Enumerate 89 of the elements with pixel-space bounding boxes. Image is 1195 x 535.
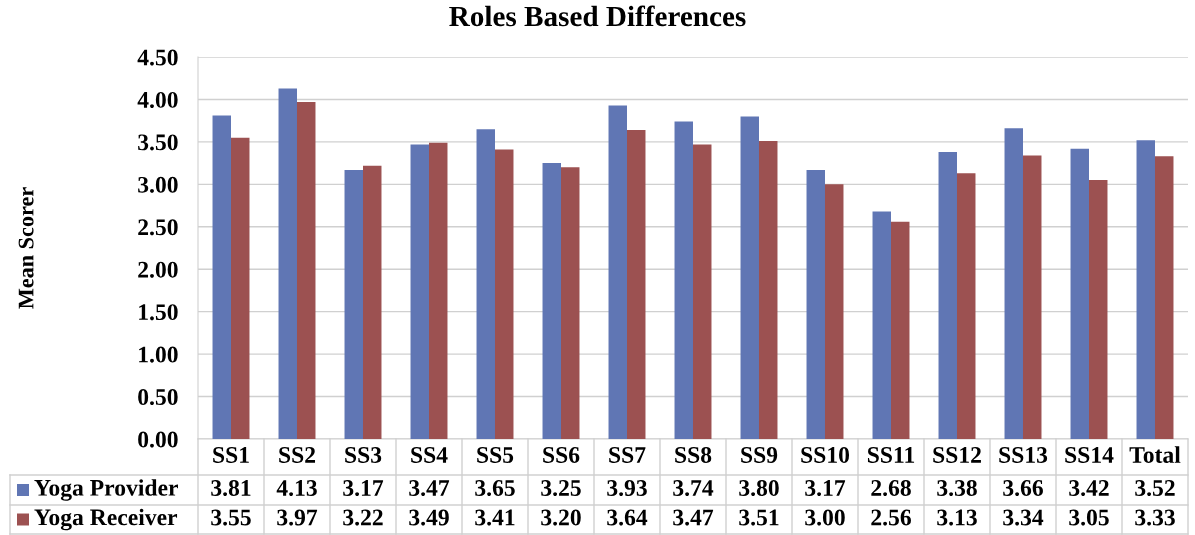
bar [429,142,448,439]
x-tick-label: SS1 [213,447,249,463]
data-label: 3.17 [805,480,846,497]
data-label: 4.13 [276,480,317,497]
bar [1089,180,1108,439]
bar [1004,128,1023,439]
x-tick-label: SS7 [609,447,646,463]
bar [212,115,231,439]
x-tick-label: SS3 [345,447,382,463]
data-label: 3.41 [475,509,515,526]
bar [759,141,778,439]
data-label: 3.51 [739,509,779,526]
data-label: 3.81 [211,479,251,497]
data-label: 2.56 [871,509,911,526]
y-tick-label: 3.00 [138,176,178,193]
bar [561,167,580,439]
data-label: 3.52 [1135,480,1175,497]
bar [806,169,825,439]
data-label: 3.64 [607,509,648,526]
x-tick-label: SS2 [279,447,316,463]
x-tick-label: SS9 [741,447,778,463]
data-label: 3.13 [937,509,977,526]
data-label: 3.25 [541,480,581,497]
bar [825,184,844,439]
bar [297,101,316,439]
bar [495,149,514,439]
y-tick-label: 1.50 [139,304,178,321]
bar [344,169,363,439]
x-tick-label: Total [1129,446,1181,463]
bar [1155,156,1174,439]
x-tick-label: SS14 [1065,447,1114,463]
data-label: 3.47 [673,509,714,526]
y-tick-label: 4.00 [137,91,178,108]
y-tick-label: 4.50 [137,49,178,66]
data-label: 3.49 [409,509,449,526]
data-label: 3.33 [1135,509,1175,526]
bar [476,129,495,439]
data-label: 2.68 [871,479,911,497]
x-tick-label: SS4 [411,447,448,463]
bar [1023,155,1042,439]
data-label: 3.93 [607,480,647,497]
bar [627,130,646,439]
bar [1136,140,1155,439]
bar [693,144,712,439]
bar [938,152,957,439]
data-label: 3.05 [1069,509,1109,526]
y-tick-label: 0.00 [138,431,178,448]
y-tick-label: 2.50 [138,219,178,236]
x-tick-label: SS11 [867,447,915,463]
bar [957,173,976,439]
bar [278,88,297,439]
x-tick-label: SS6 [543,447,580,463]
y-axis-title: Mean Scorer [18,187,34,309]
chart-title: Roles Based Differences [449,5,746,27]
data-label: 3.20 [541,509,581,526]
data-label: 3.65 [475,480,515,497]
x-tick-label: SS13 [999,447,1048,463]
y-tick-label: 1.00 [139,346,178,363]
bar [674,121,693,439]
bar [872,211,891,439]
data-label: 3.80 [739,479,779,497]
y-tick-label: 2.00 [138,261,178,278]
bar [231,137,250,439]
data-label: 3.17 [343,480,384,497]
legend-label: Yoga Receiver [34,508,178,531]
bar [542,163,561,439]
data-label: 3.38 [937,479,977,497]
data-label: 3.22 [343,509,383,526]
bar [740,116,759,439]
data-label: 3.42 [1069,480,1109,497]
x-tick-label: SS5 [477,447,514,463]
data-label: 3.66 [1003,480,1043,497]
data-label: 3.55 [211,509,251,526]
y-tick-label: 0.50 [138,389,178,406]
data-label: 3.00 [805,509,845,526]
y-tick-label: 3.50 [138,134,178,151]
x-tick-label: SS10 [801,446,850,463]
x-tick-label: SS8 [675,446,712,463]
legend-label: Yoga Provider [34,479,178,501]
bar [608,105,627,439]
bar [410,144,429,439]
data-label: 3.34 [1003,509,1044,526]
bar [363,165,382,439]
x-tick-label: SS12 [933,447,981,463]
bar [1070,148,1089,439]
bar [891,221,910,439]
data-label: 3.47 [409,480,450,497]
data-label: 3.97 [277,509,318,526]
data-label: 3.74 [673,480,714,497]
